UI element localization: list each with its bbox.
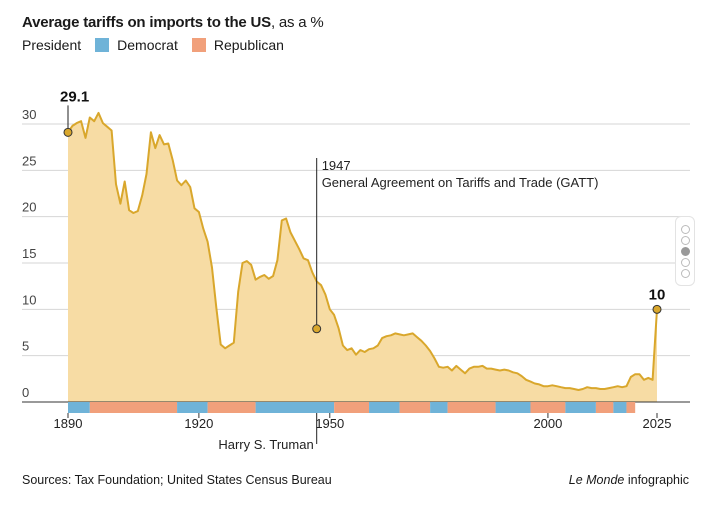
legend-item-republican: Republican <box>213 37 284 53</box>
chart-title: Average tariffs on imports to the US, as… <box>22 14 324 31</box>
president-bar-democrat <box>430 402 448 413</box>
legend-swatch-republican <box>191 38 206 52</box>
brand-credit: Le Monde infographic <box>569 473 689 487</box>
y-tick-label: 10 <box>22 292 36 307</box>
president-bar-republican <box>207 402 256 413</box>
y-tick-label: 25 <box>22 153 36 168</box>
start-value-label: 29.1 <box>60 88 89 105</box>
x-tick-label: 2025 <box>643 416 672 431</box>
president-bar-democrat <box>255 402 335 413</box>
truman-label: Harry S. Truman <box>218 437 313 452</box>
y-tick-label: 20 <box>22 200 36 215</box>
president-bar-republican <box>595 402 614 413</box>
end-value-label: 10 <box>649 286 666 303</box>
president-bar-republican <box>334 402 370 413</box>
pager-dot-active[interactable] <box>680 246 690 256</box>
x-tick-label: 1920 <box>184 416 213 431</box>
tariff-line <box>67 111 658 391</box>
president-bar-republican <box>626 402 636 413</box>
gatt-year-label: 1947 <box>322 158 351 173</box>
slide-pager[interactable] <box>675 216 695 286</box>
y-tick-label: 30 <box>22 107 36 122</box>
brand-suffix: infographic <box>624 473 689 487</box>
chart-title-bold: Average tariffs on imports to the US <box>22 14 271 31</box>
president-bar-democrat <box>565 402 596 413</box>
legend: President Democrat Republican <box>22 37 284 53</box>
gatt-point <box>312 324 322 334</box>
legend-label: President <box>22 37 82 53</box>
y-tick-label: 5 <box>22 339 29 354</box>
pager-dot[interactable] <box>680 224 690 234</box>
president-bar-republican <box>399 402 431 413</box>
x-tick-label: 1890 <box>54 416 83 431</box>
y-tick-label: 15 <box>22 246 36 261</box>
legend-swatch-democrat <box>95 38 110 52</box>
president-bar-democrat <box>613 402 627 413</box>
chart-title-rest: , as a % <box>270 14 324 31</box>
pager-dot[interactable] <box>680 235 690 245</box>
tariff-area <box>68 112 657 403</box>
president-bar-democrat <box>369 402 400 413</box>
pager-dot[interactable] <box>680 257 690 267</box>
president-bar-republican <box>447 402 496 413</box>
pager-dot[interactable] <box>680 268 690 278</box>
president-bar-democrat <box>68 402 90 413</box>
president-bar-democrat <box>495 402 531 413</box>
sources-note: Sources: Tax Foundation; United States C… <box>22 473 332 487</box>
president-bar-republican <box>89 402 178 413</box>
start-point <box>63 127 73 137</box>
gatt-label: General Agreement on Tariffs and Trade (… <box>322 175 599 190</box>
brand-name: Le Monde <box>568 473 625 487</box>
x-tick-label: 2000 <box>533 416 562 431</box>
legend-item-democrat: Democrat <box>117 37 178 53</box>
x-tick-label: 1950 <box>315 416 344 431</box>
y-tick-label: 0 <box>22 385 29 400</box>
end-point <box>652 304 662 314</box>
president-bar-democrat <box>177 402 208 413</box>
president-bar-republican <box>530 402 566 413</box>
